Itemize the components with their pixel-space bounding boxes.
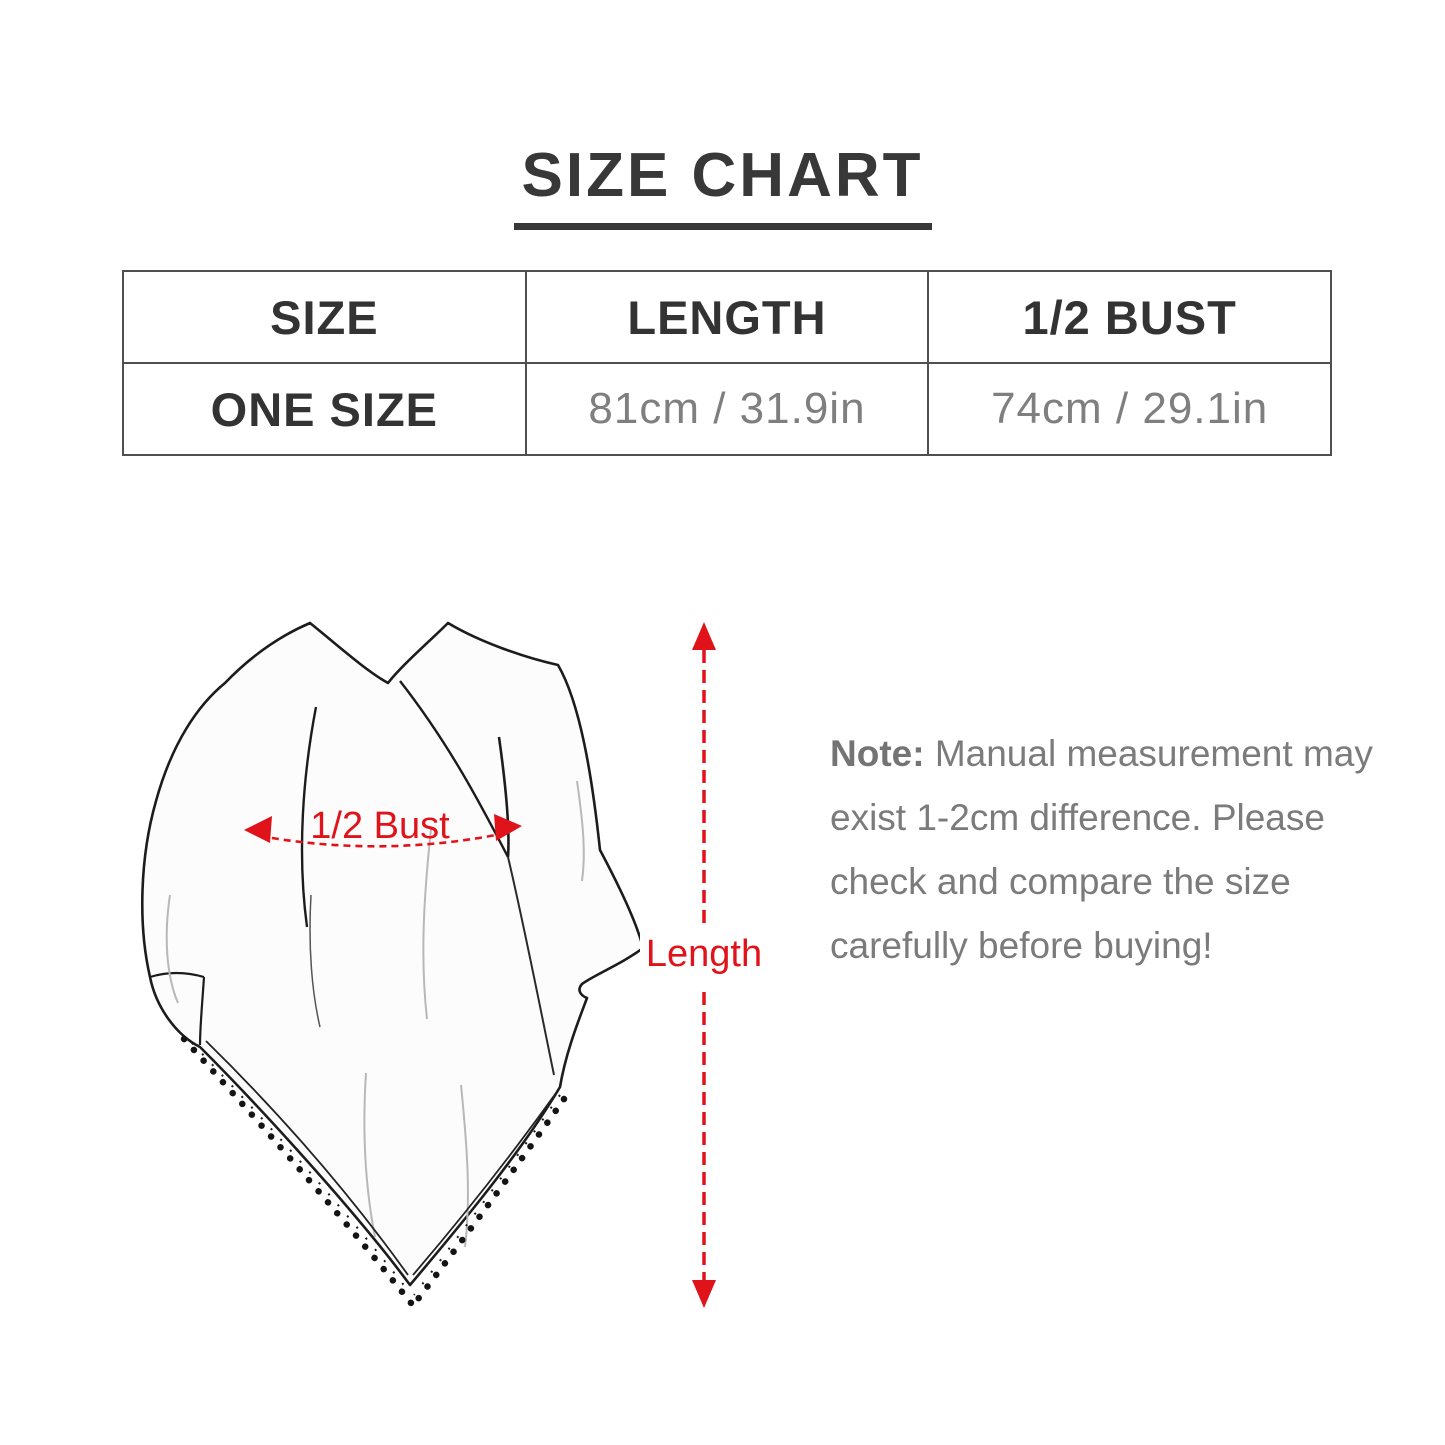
note-block: Note: Manual measurement may exist 1-2cm… [830, 722, 1410, 978]
length-measure-arrow [692, 622, 716, 1308]
poncho-outline [140, 621, 645, 1287]
col-header-half-bust: 1/2 BUST [927, 270, 1332, 364]
cell-half-bust-value: 74cm / 29.1in [927, 362, 1332, 456]
bust-measure-arrow [259, 831, 507, 848]
crease-line [300, 706, 318, 928]
tassel-fringe [180, 1035, 568, 1307]
poncho-drawing: 1/2 Bust [140, 621, 645, 1307]
bust-arrowhead-right [494, 814, 522, 841]
page-header: SIZE CHART [0, 140, 1445, 230]
length-arrowhead-down [692, 1280, 716, 1308]
note-line: carefully before buying! [830, 925, 1213, 966]
hem-band [205, 1040, 409, 1276]
bust-measure-annotation: 1/2 Bust [244, 805, 522, 848]
hem-band [412, 1092, 557, 1276]
soft-crease-group [165, 780, 585, 1248]
crease-line [497, 736, 510, 858]
cell-length-value: 81cm / 31.9in [524, 362, 930, 456]
table-row: ONE SIZE 81cm / 31.9in 74cm / 29.1in [122, 362, 1332, 456]
tassel-stems [191, 1042, 561, 1296]
note-label: Note: [830, 733, 925, 774]
crease-line [507, 856, 555, 1076]
fold-crease [149, 971, 205, 979]
fold-crease [198, 976, 206, 1046]
length-label: Length [640, 930, 768, 980]
note-text: Manual measurement may [934, 733, 1373, 774]
note-line: check and compare the size [830, 861, 1291, 902]
note-line: exist 1-2cm difference. Please [830, 797, 1325, 838]
page-title: SIZE CHART [513, 140, 932, 230]
bust-label: 1/2 Bust [310, 805, 450, 847]
crease-line [309, 894, 321, 1028]
col-header-size: SIZE [122, 270, 527, 364]
size-chart-table: SIZE LENGTH 1/2 BUST ONE SIZE 81cm / 31.… [122, 270, 1332, 456]
table-header-row: SIZE LENGTH 1/2 BUST [122, 270, 1332, 364]
cell-size-value: ONE SIZE [122, 362, 527, 456]
col-header-length: LENGTH [524, 270, 930, 364]
bust-arrowhead-left [244, 816, 272, 843]
note-line: Note: Manual measurement may [830, 722, 1410, 786]
length-arrowhead-up [692, 622, 716, 650]
